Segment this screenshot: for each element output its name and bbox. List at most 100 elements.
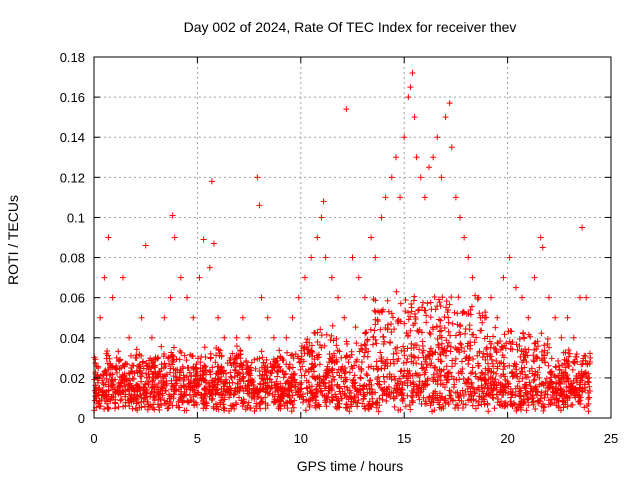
data-point [436,328,443,335]
data-point [193,366,200,373]
data-point [557,385,564,392]
data-point [308,383,315,390]
data-point [525,331,532,338]
data-point [465,361,472,368]
data-point [142,395,149,402]
data-point [416,378,423,385]
data-point [290,355,297,362]
data-point [341,383,348,390]
data-point [348,398,355,405]
data-point [304,346,311,353]
data-point [368,382,375,389]
data-point [454,310,461,317]
data-point [459,309,466,316]
data-point [110,381,117,388]
axis-ticks [93,56,612,419]
data-point [231,405,238,412]
data-point [422,307,429,314]
data-point [224,385,231,392]
data-point [521,381,528,388]
data-point [251,356,258,363]
data-point [407,327,414,334]
data-point [502,376,509,383]
data-point [317,326,324,333]
data-point [467,388,474,395]
data-point [137,391,144,398]
data-point [233,401,240,408]
data-point [357,374,364,381]
data-point [403,330,410,337]
data-point [227,369,234,376]
data-point [130,394,137,401]
data-point [151,397,158,404]
data-point [423,319,430,326]
data-point [117,383,124,390]
data-point [294,391,301,398]
data-point [138,314,145,321]
data-point [495,379,502,386]
data-point [355,391,362,398]
data-point [378,214,385,221]
data-point [401,134,408,141]
data-point [271,396,278,403]
data-point [519,368,526,375]
data-point [528,365,535,372]
data-point [483,314,490,321]
data-point [196,381,203,388]
data-point [387,360,394,367]
data-point [455,394,462,401]
data-point [136,385,143,392]
data-point [375,308,382,315]
data-point [94,379,101,386]
data-point [142,380,149,387]
data-point [113,388,120,395]
data-point [485,370,492,377]
data-point [177,375,184,382]
data-point [215,314,222,321]
data-point [158,361,165,368]
data-point [213,370,220,377]
data-point [445,339,452,346]
data-point [576,398,583,405]
data-point [212,400,219,407]
data-point [494,314,501,321]
data-point [268,364,275,371]
data-point [430,371,437,378]
data-point [379,392,386,399]
data-point [226,389,233,396]
data-point [456,349,463,356]
data-point [434,134,441,141]
data-point [129,384,136,391]
data-point [363,329,370,336]
data-point [356,348,363,355]
data-point [367,326,374,333]
data-point [220,407,227,414]
data-point [277,367,284,374]
data-point [273,378,280,385]
data-point [513,373,520,380]
data-point [439,348,446,355]
data-point [336,372,343,379]
data-point [257,405,264,412]
data-point [538,389,545,396]
data-point [121,382,128,389]
data-point [525,314,532,321]
data-point [130,376,137,383]
data-point [447,332,454,339]
data-point [541,355,548,362]
data-point [407,84,414,91]
data-point [289,314,296,321]
data-point [163,371,170,378]
data-point [96,398,103,405]
data-point [520,348,527,355]
data-point [158,377,165,384]
data-point [454,346,461,353]
data-point [353,340,360,347]
data-point [581,381,588,388]
data-point [488,368,495,375]
data-point [374,366,381,373]
data-point [309,360,316,367]
data-point [141,384,148,391]
data-point [106,372,113,379]
data-point [103,375,110,382]
